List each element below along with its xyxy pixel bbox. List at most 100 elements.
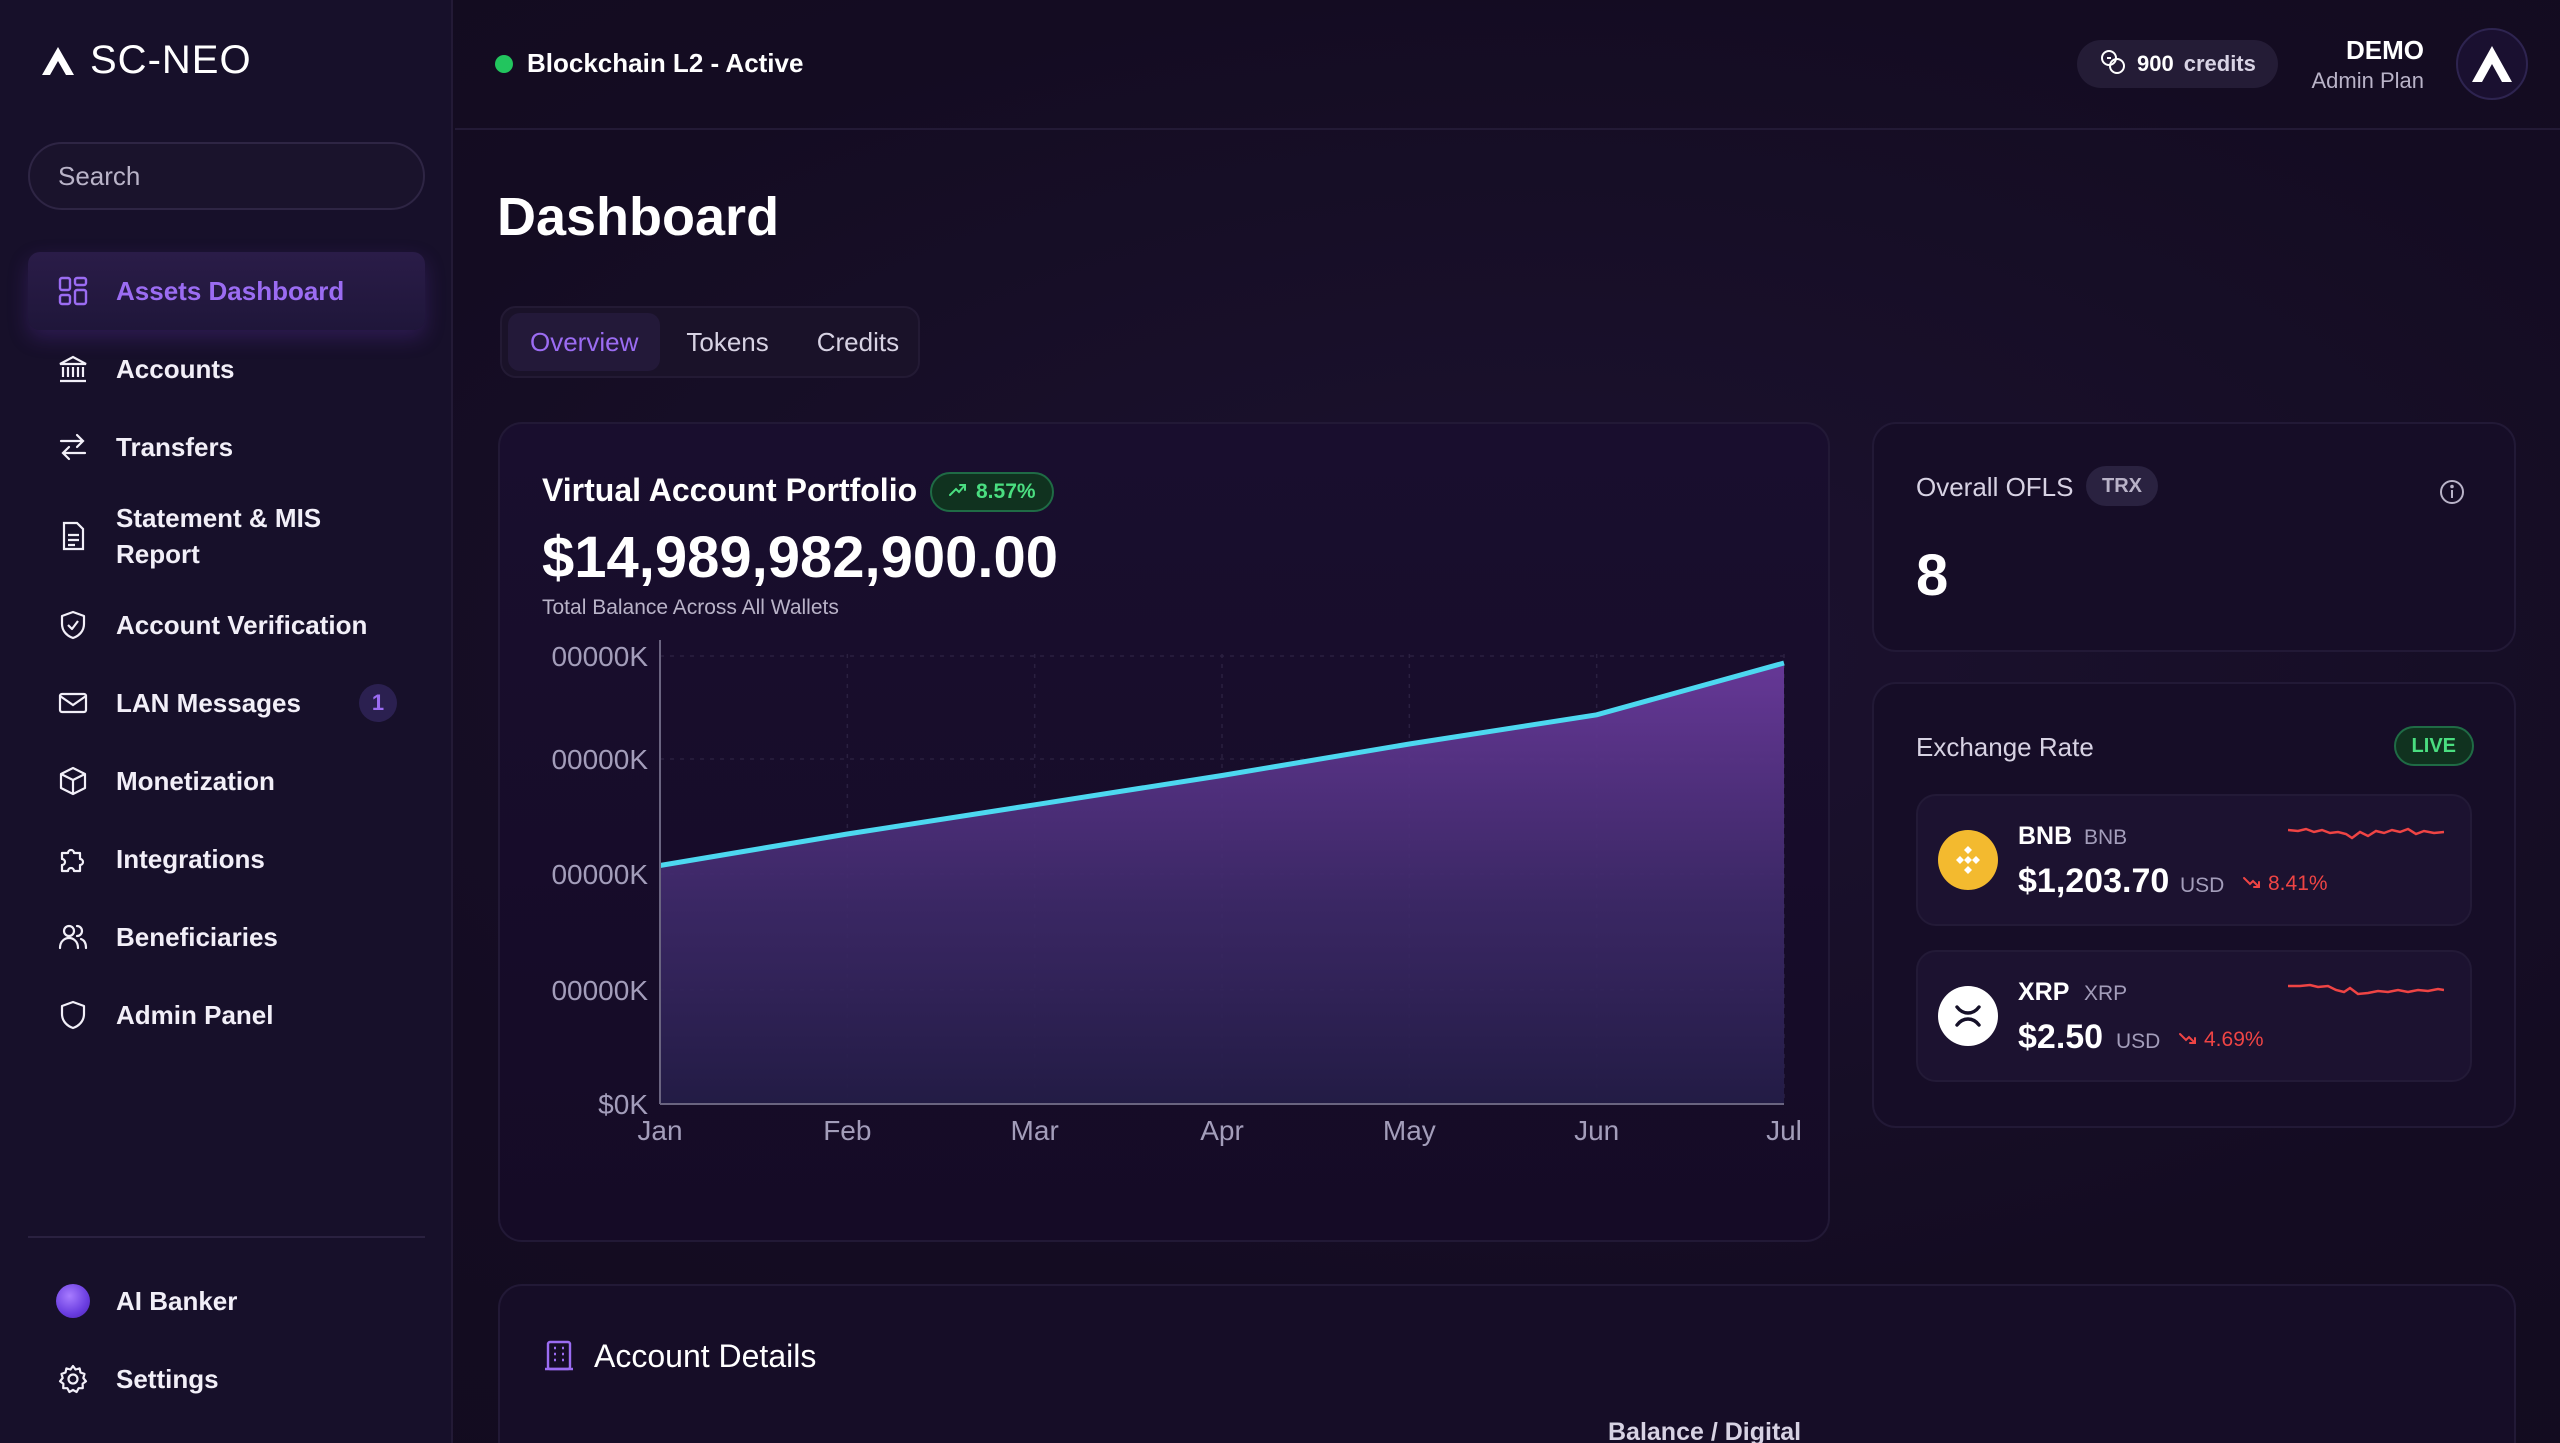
- sidebar-item-statement-report[interactable]: Statement & MIS Report: [28, 486, 425, 586]
- brand-name: SC-NEO: [90, 38, 252, 82]
- network-status-label: Blockchain L2 - Active: [527, 48, 804, 78]
- chart-x-tick-label: Jul: [1766, 1115, 1802, 1146]
- building-icon: [542, 1338, 576, 1377]
- sidebar: SC-NEO Assets Dashboard Accounts Tran: [0, 0, 453, 1443]
- tab-tokens[interactable]: Tokens: [686, 326, 769, 357]
- sidebar-item-settings[interactable]: Settings: [28, 1340, 425, 1418]
- coin-symbol: BNB: [2084, 826, 2128, 849]
- trend-up-icon: [948, 480, 968, 504]
- mail-icon: [56, 686, 90, 720]
- arrows-transfer-icon: [56, 430, 90, 464]
- avatar[interactable]: [2456, 28, 2528, 100]
- tab-credits[interactable]: Credits: [816, 326, 900, 357]
- live-badge: LIVE: [2393, 726, 2474, 766]
- rate-row-xrp[interactable]: XRP XRP $2.50 USD 4.69%: [1916, 950, 2472, 1082]
- portfolio-change-badge: 8.57%: [930, 472, 1054, 512]
- coin-currency: USD: [2116, 1030, 2161, 1053]
- sidebar-item-accounts[interactable]: Accounts: [28, 330, 425, 408]
- coin-change-value: 8.41%: [2268, 872, 2328, 895]
- sidebar-item-ai-banker[interactable]: AI Banker: [28, 1262, 425, 1340]
- sidebar-item-label: Admin Panel: [116, 1000, 274, 1030]
- chart-x-tick-label: Apr: [1200, 1115, 1244, 1146]
- portfolio-title: Virtual Account Portfolio: [542, 472, 918, 508]
- sidebar-item-label: Settings: [116, 1364, 219, 1394]
- ofls-token-tag: TRX: [2086, 466, 2158, 506]
- coin-name: XRP: [2018, 978, 2070, 1006]
- coin-symbol: XRP: [2084, 982, 2128, 1005]
- chart-y-tick-label: $0K: [598, 1089, 648, 1120]
- trend-down-icon: [2178, 1028, 2198, 1052]
- avatar-logo-icon: [2472, 46, 2512, 82]
- sidebar-item-beneficiaries[interactable]: Beneficiaries: [28, 898, 425, 976]
- ofls-title: Overall OFLS: [1916, 472, 2074, 502]
- rate-row-bnb[interactable]: BNB BNB $1,203.70 USD 8.41%: [1916, 794, 2472, 926]
- info-icon[interactable]: [2438, 478, 2466, 511]
- portfolio-change-value: 8.57%: [976, 480, 1036, 503]
- sidebar-item-account-verification[interactable]: Account Verification: [28, 586, 425, 664]
- shield-icon: [56, 998, 90, 1032]
- bnb-coin-icon: [1938, 830, 1998, 890]
- sidebar-item-label: Integrations: [116, 844, 265, 874]
- chart-x-tick-label: Feb: [823, 1115, 871, 1146]
- chart-y-tick-label: 00000K: [551, 641, 648, 672]
- bnb-sparkline: [2288, 827, 2444, 840]
- sidebar-item-label: Beneficiaries: [116, 922, 278, 952]
- xrp-coin-icon: [1938, 986, 1998, 1046]
- sidebar-item-lan-messages[interactable]: LAN Messages 1: [28, 664, 425, 742]
- coin-change: 4.69%: [2178, 1028, 2264, 1052]
- coin-currency: USD: [2180, 874, 2225, 897]
- sidebar-item-assets-dashboard[interactable]: Assets Dashboard: [28, 252, 425, 330]
- user-name: DEMO: [2346, 35, 2424, 65]
- chart-y-tick-label: 00000K: [551, 975, 648, 1006]
- xrp-sparkline: [2288, 983, 2444, 996]
- bank-icon: [56, 352, 90, 386]
- account-details-card: Account Details Balance / Digital: [498, 1284, 2516, 1443]
- credits-pill[interactable]: 900 credits: [2077, 40, 2278, 88]
- coin-change: 8.41%: [2242, 872, 2328, 896]
- table-header-balance: Balance / Digital: [1608, 1418, 1802, 1443]
- ofls-value: 8: [1916, 543, 1949, 608]
- users-icon: [56, 920, 90, 954]
- search-input[interactable]: [28, 142, 425, 210]
- sidebar-item-integrations[interactable]: Integrations: [28, 820, 425, 898]
- brand[interactable]: SC-NEO: [40, 38, 252, 83]
- exchange-rate-card: Exchange Rate LIVE BNB BNB $1,203.70 USD…: [1872, 682, 2516, 1128]
- cube-icon: [56, 764, 90, 798]
- sidebar-item-transfers[interactable]: Transfers: [28, 408, 425, 486]
- sidebar-bottom-nav: AI Banker Settings: [28, 1262, 425, 1418]
- user-info[interactable]: DEMO Admin Plan: [2311, 34, 2424, 96]
- top-bar: Blockchain L2 - Active 900 credits DEMO …: [455, 0, 2560, 130]
- chart-y-tick-label: 00000K: [551, 744, 648, 775]
- gear-icon: [56, 1362, 90, 1396]
- account-details-title: Account Details: [594, 1338, 817, 1374]
- brand-logo-icon: [40, 45, 76, 77]
- status-dot-icon: [495, 54, 513, 73]
- chart-x-tick-label: May: [1383, 1115, 1436, 1146]
- network-status: Blockchain L2 - Active: [495, 48, 803, 79]
- sidebar-item-label: Assets Dashboard: [116, 276, 345, 306]
- overall-ofls-card: Overall OFLS TRX 8: [1872, 422, 2516, 652]
- sidebar-nav: Assets Dashboard Accounts Transfers Stat…: [28, 252, 425, 1054]
- sidebar-item-admin-panel[interactable]: Admin Panel: [28, 976, 425, 1054]
- tab-bar: Overview Tokens Credits: [500, 306, 920, 378]
- ai-orb-icon: [56, 1284, 90, 1318]
- coin-price: $1,203.70: [2018, 862, 2170, 900]
- chart-x-tick-label: Jan: [637, 1115, 682, 1146]
- chart-y-tick-label: 00000K: [551, 859, 648, 890]
- sidebar-item-label: Statement & MIS Report: [116, 503, 322, 569]
- credits-count: 900: [2137, 51, 2174, 76]
- unread-count-badge: 1: [359, 684, 397, 722]
- tab-overview[interactable]: Overview: [508, 313, 661, 371]
- coin-name: BNB: [2018, 822, 2073, 850]
- coin-price: $2.50: [2018, 1018, 2104, 1056]
- chart-x-tick-label: Mar: [1011, 1115, 1059, 1146]
- chart-x-tick-label: Jun: [1574, 1115, 1619, 1146]
- chart-series-line: [659, 660, 1785, 868]
- sidebar-item-monetization[interactable]: Monetization: [28, 742, 425, 820]
- sidebar-item-label: Transfers: [116, 432, 234, 462]
- chart-area-fill: [660, 663, 1784, 1104]
- sidebar-item-label: Account Verification: [116, 610, 368, 640]
- sidebar-divider: [28, 1236, 425, 1238]
